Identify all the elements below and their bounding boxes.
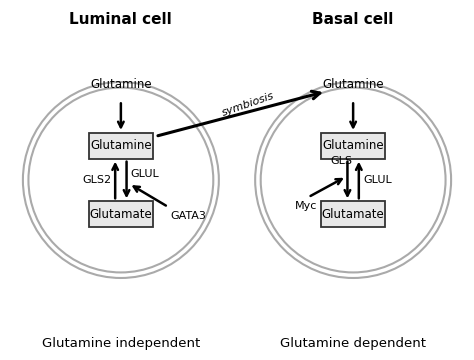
FancyBboxPatch shape — [89, 201, 153, 227]
Ellipse shape — [29, 89, 212, 271]
Text: Glutamate: Glutamate — [90, 208, 152, 221]
Text: GLS2: GLS2 — [82, 175, 111, 185]
Text: GATA3: GATA3 — [171, 211, 207, 221]
Text: symbiosis: symbiosis — [221, 90, 276, 117]
Text: Luminal cell: Luminal cell — [70, 12, 172, 27]
Text: Glutamine: Glutamine — [90, 78, 152, 91]
Text: Glutamine dependent: Glutamine dependent — [280, 337, 426, 350]
Text: GLS: GLS — [330, 156, 352, 166]
Text: Glutamate: Glutamate — [322, 208, 384, 221]
Text: Glutamine: Glutamine — [322, 139, 384, 152]
Text: Basal cell: Basal cell — [312, 12, 394, 27]
Text: Glutamine: Glutamine — [322, 78, 384, 91]
Text: Glutamine: Glutamine — [90, 139, 152, 152]
FancyBboxPatch shape — [89, 133, 153, 159]
Text: GLUL: GLUL — [130, 168, 159, 179]
FancyBboxPatch shape — [321, 201, 385, 227]
Text: Glutamine independent: Glutamine independent — [42, 337, 200, 350]
FancyBboxPatch shape — [321, 133, 385, 159]
Ellipse shape — [262, 89, 445, 271]
Text: GLUL: GLUL — [364, 175, 392, 185]
Text: Myc: Myc — [294, 201, 317, 211]
